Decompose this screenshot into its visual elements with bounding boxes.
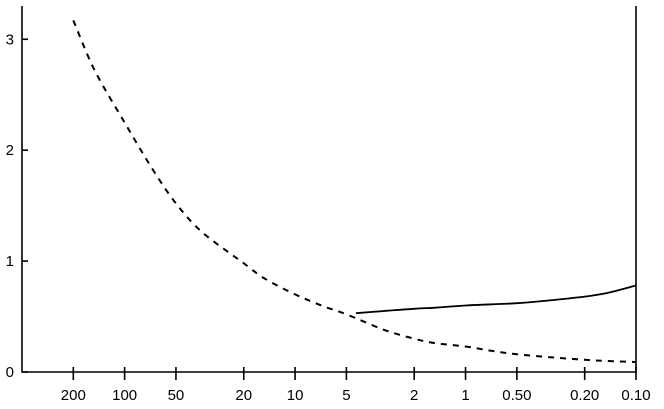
y-tick-label: 0 — [6, 364, 14, 381]
y-tick-label: 3 — [6, 31, 14, 48]
plot-frame — [21, 6, 637, 373]
x-axis-ticks: 200 100 50 20 10 5 2 1 0.50 0.20 0.10 — [61, 367, 651, 404]
x-tick-label: 20 — [235, 387, 252, 404]
y-tick-label: 2 — [6, 142, 14, 159]
x-tick-label: 200 — [61, 387, 86, 404]
x-tick-label: 50 — [168, 387, 185, 404]
x-tick-label: 10 — [287, 387, 304, 404]
dashed-series-line — [72, 20, 637, 363]
x-tick-label: 1 — [461, 387, 469, 404]
x-tick-label: 100 — [112, 387, 137, 404]
x-tick-label: 2 — [410, 387, 418, 404]
solid-series-line — [355, 284, 637, 315]
x-tick-label: 0.50 — [502, 387, 531, 404]
x-tick-label: 0.20 — [570, 387, 599, 404]
series-layer — [72, 20, 637, 363]
x-tick-label: 5 — [342, 387, 350, 404]
y-axis-ticks: 0 1 2 3 — [6, 31, 28, 381]
x-tick-label: 0.10 — [621, 387, 650, 404]
y-tick-label: 1 — [6, 253, 14, 270]
chart-axes — [21, 6, 637, 373]
